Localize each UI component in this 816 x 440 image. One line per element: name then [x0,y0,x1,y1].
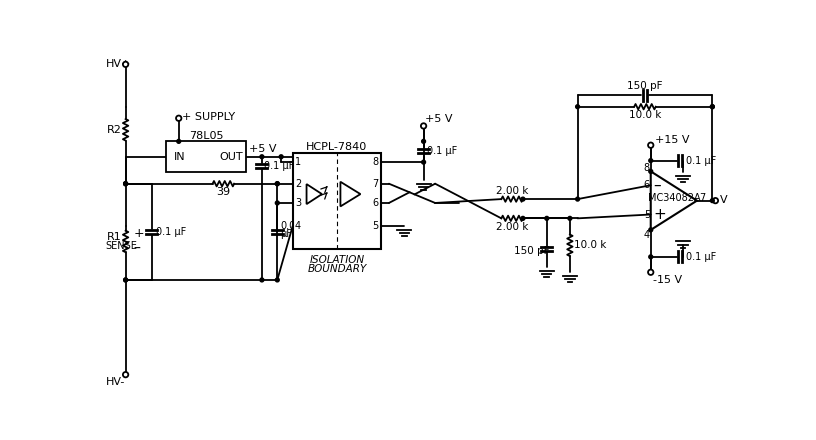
Text: 2.00 k: 2.00 k [496,222,528,232]
Text: 4: 4 [644,230,650,240]
Circle shape [575,197,579,201]
Bar [166,141,246,172]
Text: 5: 5 [644,209,650,220]
Text: 0.1 μF: 0.1 μF [686,252,716,262]
Circle shape [124,182,127,186]
Text: 10.0 k: 10.0 k [629,110,661,120]
Circle shape [648,143,654,148]
Text: 2.00 k: 2.00 k [496,187,528,196]
Text: HCPL-7840: HCPL-7840 [306,142,367,152]
Circle shape [521,216,525,220]
Text: 1: 1 [295,157,301,167]
Circle shape [275,201,279,205]
Circle shape [422,139,425,143]
Text: 0.1 μF: 0.1 μF [428,147,458,156]
Circle shape [275,182,279,186]
Text: 0.1 μF: 0.1 μF [156,227,186,237]
Text: 7: 7 [699,193,706,202]
Text: OUT: OUT [220,152,243,162]
Text: 150 pF: 150 pF [513,246,549,256]
Text: 4: 4 [295,221,301,231]
Text: HV-: HV- [106,377,126,387]
Text: V: V [720,195,728,205]
Circle shape [260,155,264,159]
Text: R1: R1 [107,232,122,242]
Text: 3: 3 [295,198,301,208]
Circle shape [123,62,128,67]
Circle shape [545,216,548,220]
Circle shape [124,278,127,282]
Text: 0.1 μF: 0.1 μF [264,161,295,171]
Text: 6: 6 [644,180,650,190]
Text: –: – [133,242,140,256]
Circle shape [649,169,653,173]
Text: +5 V: +5 V [425,114,453,124]
Circle shape [575,105,579,109]
Circle shape [275,182,279,186]
Circle shape [712,198,718,203]
Text: 8: 8 [644,162,650,172]
Text: R2: R2 [107,125,122,135]
Circle shape [649,159,653,162]
Text: MC34082A: MC34082A [648,193,700,202]
Text: +: + [133,227,144,240]
Text: 0.1 μF: 0.1 μF [686,156,716,165]
Circle shape [124,278,127,282]
Text: 2: 2 [295,179,301,189]
Circle shape [275,278,279,282]
Text: 39: 39 [216,187,230,197]
Text: +15 V: +15 V [654,135,689,145]
Text: 8: 8 [373,157,379,167]
Circle shape [711,105,714,109]
Circle shape [260,278,264,282]
Circle shape [177,139,180,143]
Circle shape [649,228,653,232]
Circle shape [124,182,127,186]
Text: +: + [653,207,666,222]
Text: 10.0 k: 10.0 k [574,240,606,250]
Text: HV+: HV+ [106,59,131,69]
Circle shape [124,182,127,186]
Text: SENSE: SENSE [105,241,137,251]
Circle shape [123,372,128,378]
Text: –: – [653,178,661,193]
Text: -15 V: -15 V [653,275,682,285]
Circle shape [421,123,426,128]
Circle shape [176,116,181,121]
Text: 7: 7 [373,179,379,189]
Text: +5 V: +5 V [249,144,277,154]
Text: ISOLATION: ISOLATION [309,255,365,265]
Circle shape [568,216,572,220]
Text: 150 pF: 150 pF [628,81,663,91]
Bar [293,153,381,249]
Text: 6: 6 [373,198,379,208]
Circle shape [649,255,653,259]
Circle shape [711,105,714,109]
Text: 5: 5 [373,221,379,231]
Circle shape [521,197,525,201]
Circle shape [648,270,654,275]
Text: 0.01: 0.01 [281,221,302,231]
Text: + SUPPLY: + SUPPLY [182,113,235,122]
Text: IN: IN [174,152,185,162]
Circle shape [422,160,425,164]
Circle shape [279,155,283,159]
Text: 78L05: 78L05 [188,131,224,141]
Text: BOUNDARY: BOUNDARY [308,264,366,274]
Circle shape [711,199,714,202]
Text: μF: μF [281,229,292,239]
